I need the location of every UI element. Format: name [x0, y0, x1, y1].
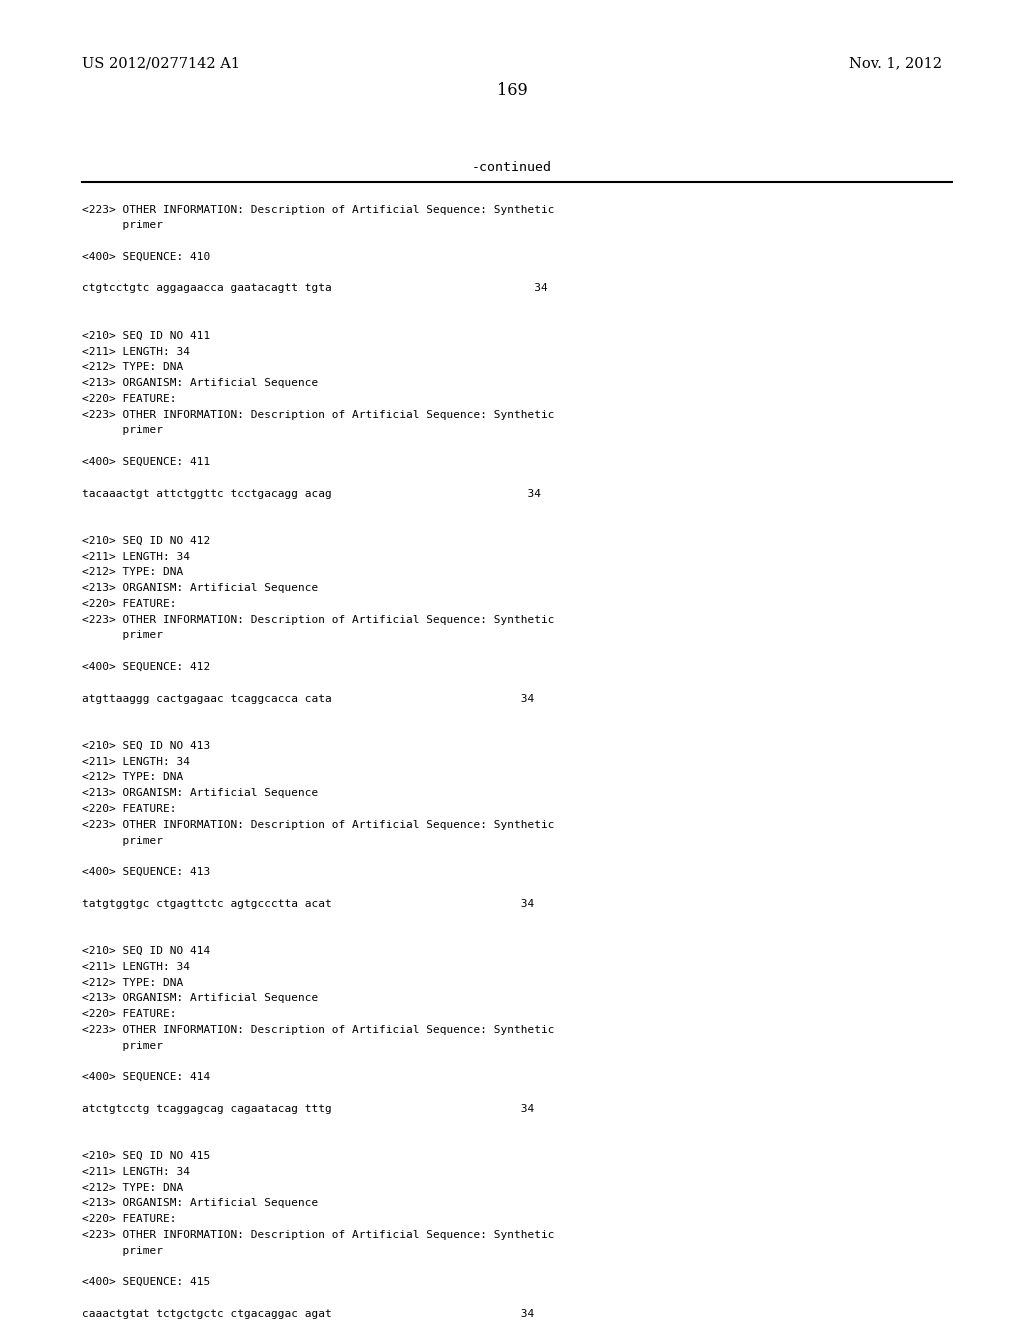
Text: <400> SEQUENCE: 411: <400> SEQUENCE: 411: [82, 457, 210, 467]
Text: <220> FEATURE:: <220> FEATURE:: [82, 804, 176, 814]
Text: <212> TYPE: DNA: <212> TYPE: DNA: [82, 568, 183, 577]
Text: <400> SEQUENCE: 410: <400> SEQUENCE: 410: [82, 252, 210, 261]
Text: primer: primer: [82, 220, 163, 231]
Text: tatgtggtgc ctgagttctc agtgccctta acat                            34: tatgtggtgc ctgagttctc agtgccctta acat 34: [82, 899, 535, 908]
Text: <223> OTHER INFORMATION: Description of Artificial Sequence: Synthetic: <223> OTHER INFORMATION: Description of …: [82, 1230, 554, 1239]
Text: <400> SEQUENCE: 413: <400> SEQUENCE: 413: [82, 867, 210, 876]
Text: -continued: -continued: [472, 161, 552, 174]
Text: primer: primer: [82, 425, 163, 436]
Text: <220> FEATURE:: <220> FEATURE:: [82, 599, 176, 609]
Text: primer: primer: [82, 1040, 163, 1051]
Text: primer: primer: [82, 836, 163, 846]
Text: <211> LENGTH: 34: <211> LENGTH: 34: [82, 962, 189, 972]
Text: <210> SEQ ID NO 414: <210> SEQ ID NO 414: [82, 946, 210, 956]
Text: <223> OTHER INFORMATION: Description of Artificial Sequence: Synthetic: <223> OTHER INFORMATION: Description of …: [82, 615, 554, 624]
Text: <212> TYPE: DNA: <212> TYPE: DNA: [82, 363, 183, 372]
Text: <211> LENGTH: 34: <211> LENGTH: 34: [82, 347, 189, 356]
Text: <212> TYPE: DNA: <212> TYPE: DNA: [82, 772, 183, 783]
Text: caaactgtat tctgctgctc ctgacaggac agat                            34: caaactgtat tctgctgctc ctgacaggac agat 34: [82, 1309, 535, 1319]
Text: 169: 169: [497, 82, 527, 99]
Text: US 2012/0277142 A1: US 2012/0277142 A1: [82, 57, 240, 71]
Text: atctgtcctg tcaggagcag cagaatacag tttg                            34: atctgtcctg tcaggagcag cagaatacag tttg 34: [82, 1104, 535, 1114]
Text: <210> SEQ ID NO 413: <210> SEQ ID NO 413: [82, 741, 210, 751]
Text: tacaaactgt attctggttc tcctgacagg acag                             34: tacaaactgt attctggttc tcctgacagg acag 34: [82, 488, 541, 499]
Text: <213> ORGANISM: Artificial Sequence: <213> ORGANISM: Artificial Sequence: [82, 1199, 318, 1208]
Text: <211> LENGTH: 34: <211> LENGTH: 34: [82, 552, 189, 561]
Text: <210> SEQ ID NO 415: <210> SEQ ID NO 415: [82, 1151, 210, 1162]
Text: <220> FEATURE:: <220> FEATURE:: [82, 1214, 176, 1224]
Text: <211> LENGTH: 34: <211> LENGTH: 34: [82, 1167, 189, 1177]
Text: <213> ORGANISM: Artificial Sequence: <213> ORGANISM: Artificial Sequence: [82, 788, 318, 799]
Text: <400> SEQUENCE: 412: <400> SEQUENCE: 412: [82, 663, 210, 672]
Text: <400> SEQUENCE: 414: <400> SEQUENCE: 414: [82, 1072, 210, 1082]
Text: <212> TYPE: DNA: <212> TYPE: DNA: [82, 1183, 183, 1192]
Text: <213> ORGANISM: Artificial Sequence: <213> ORGANISM: Artificial Sequence: [82, 378, 318, 388]
Text: <223> OTHER INFORMATION: Description of Artificial Sequence: Synthetic: <223> OTHER INFORMATION: Description of …: [82, 205, 554, 215]
Text: <210> SEQ ID NO 411: <210> SEQ ID NO 411: [82, 331, 210, 341]
Text: <400> SEQUENCE: 415: <400> SEQUENCE: 415: [82, 1278, 210, 1287]
Text: <220> FEATURE:: <220> FEATURE:: [82, 393, 176, 404]
Text: ctgtcctgtc aggagaacca gaatacagtt tgta                              34: ctgtcctgtc aggagaacca gaatacagtt tgta 34: [82, 284, 548, 293]
Text: Nov. 1, 2012: Nov. 1, 2012: [849, 57, 942, 71]
Text: <223> OTHER INFORMATION: Description of Artificial Sequence: Synthetic: <223> OTHER INFORMATION: Description of …: [82, 820, 554, 830]
Text: <213> ORGANISM: Artificial Sequence: <213> ORGANISM: Artificial Sequence: [82, 583, 318, 593]
Text: <220> FEATURE:: <220> FEATURE:: [82, 1008, 176, 1019]
Text: <223> OTHER INFORMATION: Description of Artificial Sequence: Synthetic: <223> OTHER INFORMATION: Description of …: [82, 409, 554, 420]
Text: primer: primer: [82, 631, 163, 640]
Text: <223> OTHER INFORMATION: Description of Artificial Sequence: Synthetic: <223> OTHER INFORMATION: Description of …: [82, 1024, 554, 1035]
Text: <210> SEQ ID NO 412: <210> SEQ ID NO 412: [82, 536, 210, 546]
Text: <212> TYPE: DNA: <212> TYPE: DNA: [82, 978, 183, 987]
Text: <213> ORGANISM: Artificial Sequence: <213> ORGANISM: Artificial Sequence: [82, 994, 318, 1003]
Text: primer: primer: [82, 1246, 163, 1255]
Text: atgttaaggg cactgagaac tcaggcacca cata                            34: atgttaaggg cactgagaac tcaggcacca cata 34: [82, 693, 535, 704]
Text: <211> LENGTH: 34: <211> LENGTH: 34: [82, 756, 189, 767]
